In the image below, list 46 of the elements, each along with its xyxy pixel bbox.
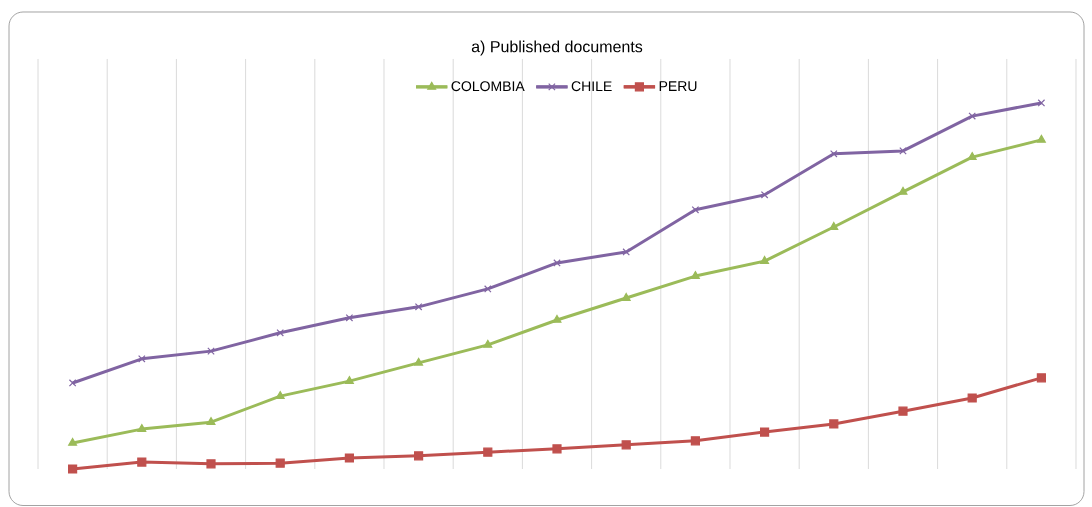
- point: [898, 406, 908, 416]
- point: [344, 453, 354, 463]
- point: [759, 427, 770, 437]
- point: [967, 393, 977, 403]
- point: [899, 147, 907, 155]
- point: [552, 444, 562, 454]
- point: [691, 206, 700, 214]
- chart-title: a) Published documents: [471, 40, 643, 56]
- point: [137, 424, 147, 432]
- point: [414, 303, 423, 311]
- point: [829, 419, 839, 429]
- point: [345, 314, 354, 322]
- point: [1037, 99, 1046, 107]
- point: [207, 347, 215, 355]
- legend-label: CHILE: [571, 81, 612, 92]
- point: [898, 186, 908, 195]
- point: [967, 152, 977, 160]
- point: [690, 270, 700, 279]
- point: [622, 248, 630, 256]
- point: [483, 339, 493, 348]
- point: [206, 459, 216, 469]
- point: [621, 292, 631, 301]
- point: [275, 458, 285, 468]
- point: [621, 440, 631, 450]
- point: [760, 255, 770, 264]
- point: [968, 112, 976, 120]
- point: [414, 357, 424, 366]
- point: [1036, 134, 1046, 143]
- point: [68, 437, 78, 446]
- point: [276, 329, 284, 337]
- point: [552, 314, 562, 323]
- point: [206, 417, 216, 425]
- point: [690, 436, 700, 446]
- legend-label: COLOMBIA: [451, 81, 525, 92]
- point: [344, 376, 354, 384]
- point: [68, 464, 78, 474]
- point: [829, 221, 839, 230]
- point: [483, 447, 493, 457]
- point: [553, 259, 561, 267]
- point: [414, 451, 424, 461]
- legend-label: PERU: [659, 81, 697, 92]
- point: [68, 379, 77, 387]
- point: [760, 191, 769, 199]
- point: [137, 457, 147, 467]
- point: [484, 285, 492, 293]
- point: [1036, 373, 1046, 383]
